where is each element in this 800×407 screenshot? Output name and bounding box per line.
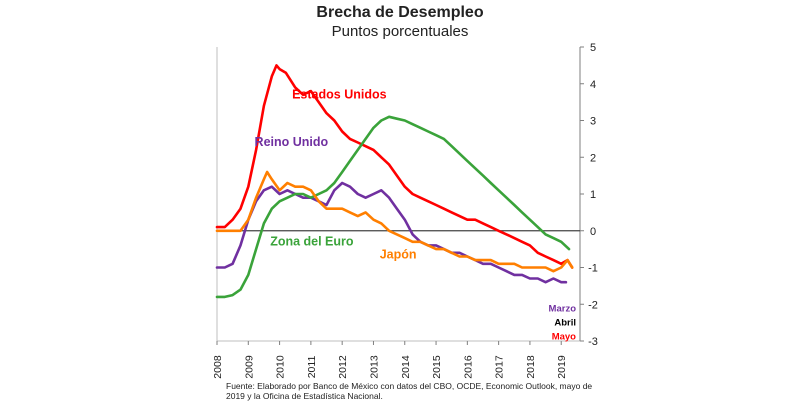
end-label: Marzo xyxy=(549,304,577,315)
y-tick-label: 4 xyxy=(590,79,596,91)
y-tick-label: 3 xyxy=(590,116,596,128)
series-label: Reino Unido xyxy=(255,135,329,149)
y-tick-label: -2 xyxy=(588,299,598,311)
end-label: Mayo xyxy=(552,332,576,343)
x-tick-label: 2009 xyxy=(243,355,255,379)
y-tick-label: -3 xyxy=(588,336,598,348)
x-tick-label: 2010 xyxy=(275,355,287,379)
x-tick-label: 2013 xyxy=(368,355,380,379)
series-line xyxy=(215,115,571,299)
x-tick-label: 2015 xyxy=(431,355,443,379)
x-tick-label: 2014 xyxy=(400,355,412,379)
y-tick-label: 2 xyxy=(590,152,596,164)
chart-subtitle: Puntos porcentuales xyxy=(331,23,469,40)
series-line xyxy=(215,64,574,269)
y-tick-label: 1 xyxy=(590,189,596,201)
x-tick-label: 2018 xyxy=(525,355,537,379)
y-tick-label: 5 xyxy=(590,42,596,54)
series-label: Japón xyxy=(380,247,417,261)
series-line xyxy=(215,170,574,273)
x-tick-label: 2016 xyxy=(462,355,474,379)
source-note: Fuente: Elaborado por Banco de México co… xyxy=(226,381,593,401)
series-label: Zona del Euro xyxy=(270,234,354,248)
series-label: Estados Unidos xyxy=(292,87,387,101)
x-tick-label: 2008 xyxy=(212,355,224,379)
series-line xyxy=(215,181,568,284)
x-tick-label: 2011 xyxy=(306,356,318,379)
y-tick-label: -1 xyxy=(588,263,598,275)
x-tick-label: 2012 xyxy=(337,355,349,379)
y-tick-label: 0 xyxy=(590,226,596,238)
end-label: Abril xyxy=(554,318,576,329)
x-tick-label: 2019 xyxy=(556,355,568,379)
chart-title: Brecha de Desempleo xyxy=(316,4,484,21)
x-tick-label: 2017 xyxy=(494,355,506,379)
